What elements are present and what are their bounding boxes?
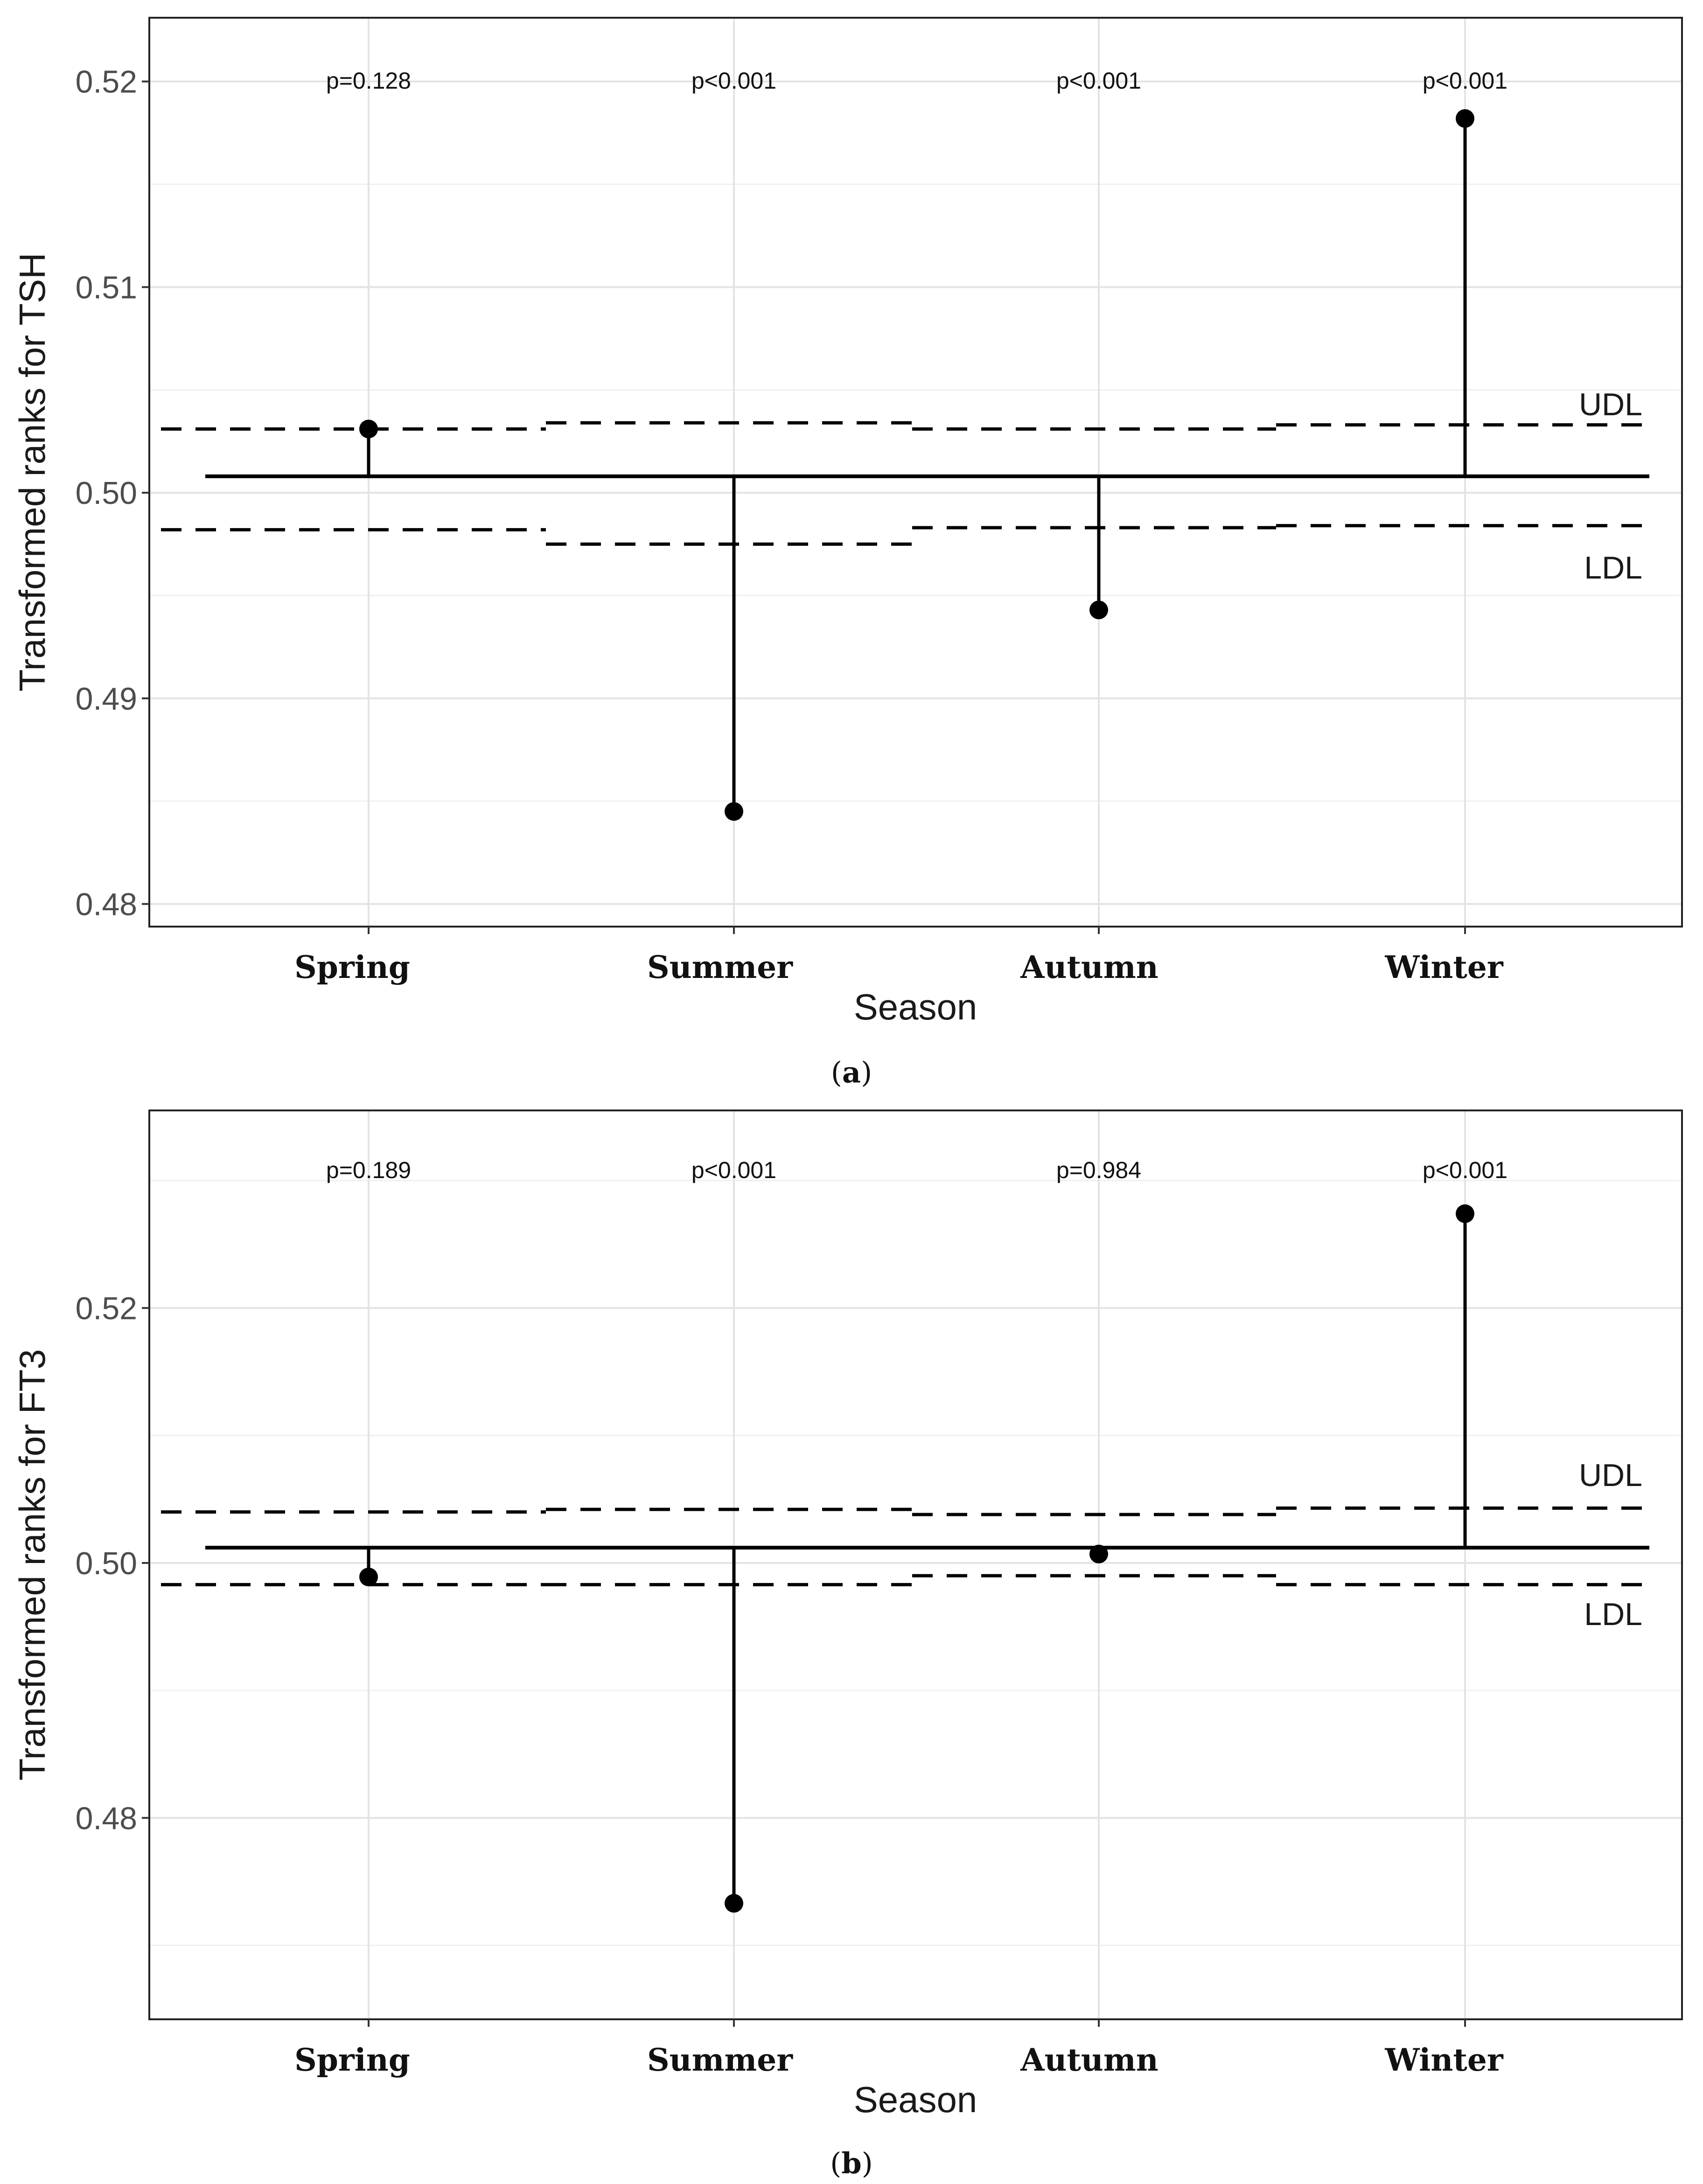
y-axis: 0.48 0.50 0.52 [76, 1291, 149, 1836]
x-tick-label-winter: Winter [1384, 2042, 1503, 2078]
point-spring [359, 1567, 378, 1586]
p-value-spring: p=0.189 [326, 1157, 411, 1183]
x-tick-label-spring: Spring [294, 2042, 410, 2078]
caption-letter: a [842, 1055, 861, 1089]
y-tick-label: 0.48 [76, 887, 137, 922]
y-tick-label: 0.51 [76, 270, 137, 305]
p-value-summer: p<0.001 [691, 1157, 776, 1183]
x-tick-label-spring: Spring [294, 949, 410, 985]
plot-border [148, 1109, 1683, 2020]
grid [149, 18, 1682, 927]
p-value-autumn: p<0.001 [1056, 68, 1141, 94]
p-values: p=0.189 p<0.001 p=0.984 p<0.001 [326, 1157, 1508, 1183]
udl-label: UDL [1579, 387, 1642, 422]
x-axis-title: Season [854, 986, 977, 1027]
point-winter [1456, 1204, 1474, 1223]
decision-limits [161, 1506, 1649, 1586]
udl-label: UDL [1579, 1458, 1642, 1493]
x-tick-label-autumn: Autumn [1020, 949, 1159, 985]
panel-b: 0.48 0.50 0.52 Spring Summer Autumn Winter p=… [0, 1092, 1703, 2184]
y-tick-label: 0.50 [76, 1546, 137, 1581]
y-tick-label: 0.52 [76, 64, 137, 100]
p-value-winter: p<0.001 [1423, 1157, 1508, 1183]
x-axis-title: Season [854, 2079, 977, 2120]
point-autumn [1089, 1544, 1108, 1563]
p-value-autumn: p=0.984 [1056, 1157, 1141, 1183]
p-value-summer: p<0.001 [691, 68, 776, 94]
panel-a: 0.48 0.49 0.50 0.51 0.52 Spring Summer Autumn W… [12, 17, 1683, 1089]
y-axis: 0.48 0.49 0.50 0.51 0.52 [76, 64, 149, 922]
point-autumn [1089, 600, 1108, 620]
point-summer [725, 1894, 743, 1913]
lollipops [359, 109, 1474, 821]
panel-caption: (b) [830, 2146, 873, 2180]
grid [149, 1110, 1682, 2019]
point-winter [1456, 109, 1474, 128]
y-axis-title: Transformed ranks for TSH [12, 253, 53, 692]
plot-border [148, 17, 1683, 928]
decision-limits [161, 421, 1649, 546]
ldl-label: LDL [1584, 1597, 1642, 1632]
x-axis: Spring Summer Autumn Winter [294, 2019, 1504, 2078]
x-tick-label-autumn: Autumn [1020, 2042, 1159, 2078]
p-value-winter: p<0.001 [1423, 68, 1508, 94]
panel-caption: (a) [831, 1055, 872, 1089]
y-tick-label: 0.49 [76, 681, 137, 717]
p-value-spring: p=0.128 [326, 68, 411, 94]
chart-b: 0.48 0.50 0.52 Spring Summer Autumn Winter p=… [12, 1109, 1683, 2180]
y-tick-label: 0.48 [76, 1800, 137, 1836]
x-tick-label-summer: Summer [647, 2042, 793, 2078]
point-summer [725, 802, 743, 821]
y-tick-label: 0.52 [76, 1291, 137, 1326]
point-spring [359, 419, 378, 439]
y-tick-label: 0.50 [76, 475, 137, 511]
caption-letter: b [841, 2146, 861, 2180]
ldl-label: LDL [1584, 550, 1642, 586]
x-axis: Spring Summer Autumn Winter [294, 927, 1504, 985]
x-tick-label-winter: Winter [1384, 949, 1503, 985]
chart-a: 0.48 0.49 0.50 0.51 0.52 Spring Summer Autumn W… [12, 17, 1683, 1089]
y-axis-title: Transformed ranks for FT3 [12, 1349, 53, 1781]
lollipops [359, 1204, 1474, 1913]
p-values: p=0.128 p<0.001 p<0.001 p<0.001 [326, 68, 1508, 94]
x-tick-label-summer: Summer [647, 949, 793, 985]
